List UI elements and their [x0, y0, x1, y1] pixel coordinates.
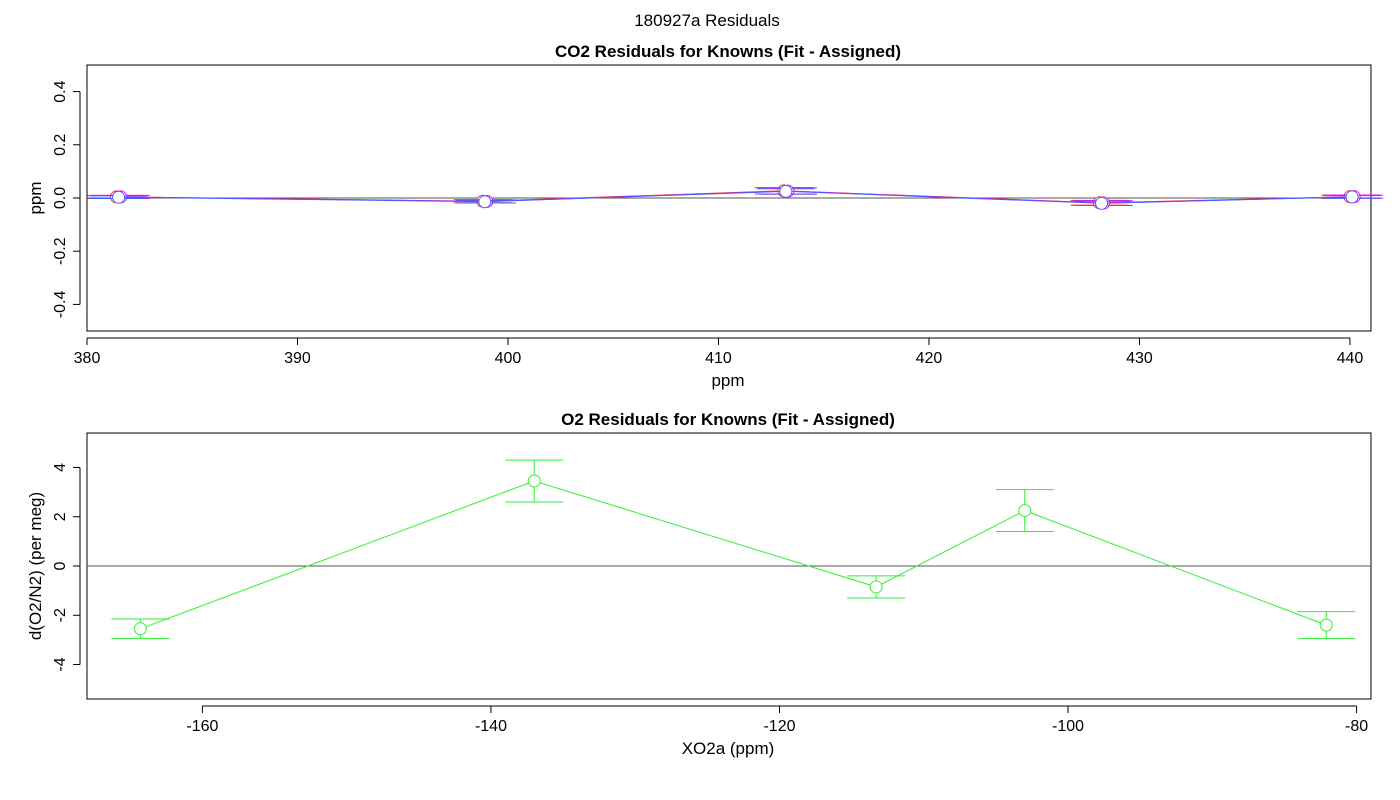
- o2-y-tick-label: -2: [52, 608, 69, 622]
- o2-panel: O2 Residuals for Knowns (Fit - Assigned)…: [26, 410, 1372, 758]
- o2-y-tick-label: -4: [52, 657, 69, 671]
- o2-y-axis-label: d(O2/N2) (per meg): [26, 492, 45, 640]
- co2-series-line-2: [118, 190, 1353, 204]
- co2-chart-title: CO2 Residuals for Knowns (Fit - Assigned…: [555, 42, 901, 61]
- co2-x-axis-label: ppm: [711, 371, 744, 390]
- o2-chart-title: O2 Residuals for Knowns (Fit - Assigned): [561, 410, 895, 429]
- co2-x-tick-label: 410: [705, 350, 732, 367]
- co2-x-tick-label: 430: [1126, 350, 1153, 367]
- o2-series-group: [111, 459, 1356, 640]
- o2-x-tick-label: -80: [1345, 718, 1368, 735]
- o2-y-tick-label: 2: [52, 512, 69, 521]
- co2-y-tick-label: 0.4: [52, 80, 69, 102]
- o2-x-axis: -160 -140 -120 -100 -80: [186, 705, 1368, 735]
- co2-x-tick-label: 390: [284, 350, 311, 367]
- co2-y-tick-label: -0.2: [52, 237, 69, 265]
- o2-data-point: [869, 580, 883, 594]
- o2-x-tick-label: -120: [763, 718, 795, 735]
- co2-x-axis: 380 390 400 410 420 430 440: [74, 337, 1364, 367]
- o2-y-axis: -4 -2 0 2 4: [52, 463, 81, 672]
- figure-title: 180927a Residuals: [634, 11, 780, 30]
- co2-data-point: [1345, 190, 1359, 204]
- co2-x-tick-label: 400: [495, 350, 522, 367]
- co2-x-tick-label: 380: [74, 350, 101, 367]
- co2-y-tick-label: -0.4: [52, 291, 69, 319]
- o2-x-tick-label: -140: [475, 718, 507, 735]
- o2-x-tick-label: -100: [1052, 718, 1084, 735]
- o2-data-point: [1018, 504, 1032, 518]
- o2-data-point: [527, 474, 541, 488]
- o2-y-tick-label: 4: [52, 463, 69, 472]
- o2-data-point: [1319, 618, 1333, 632]
- co2-y-tick-label: 0.0: [52, 187, 69, 209]
- co2-x-tick-label: 420: [916, 350, 943, 367]
- co2-x-tick-label: 440: [1337, 350, 1364, 367]
- co2-data-point: [478, 195, 492, 209]
- co2-data-point: [779, 184, 793, 198]
- co2-y-axis-label: ppm: [26, 181, 45, 214]
- o2-x-axis-label: XO2a (ppm): [682, 739, 775, 758]
- o2-x-tick-label: -160: [186, 718, 218, 735]
- o2-series-line-0: [140, 480, 1327, 630]
- co2-series-group: [87, 184, 1384, 210]
- co2-y-axis: -0.4 -0.2 0.0 0.2 0.4: [52, 80, 81, 319]
- co2-y-tick-label: 0.2: [52, 134, 69, 156]
- o2-y-tick-label: 0: [52, 561, 69, 570]
- o2-data-point: [133, 622, 147, 636]
- co2-data-point: [112, 190, 126, 204]
- co2-panel: CO2 Residuals for Knowns (Fit - Assigned…: [26, 42, 1384, 390]
- co2-data-point: [1095, 196, 1109, 210]
